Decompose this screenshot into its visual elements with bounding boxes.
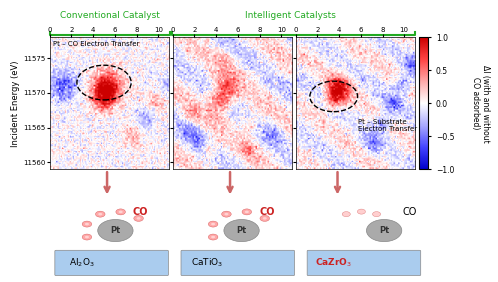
Text: CaTiO$_3$: CaTiO$_3$ (191, 257, 224, 269)
Text: Pt – Substrate
Electron Transfer: Pt – Substrate Electron Transfer (358, 119, 417, 132)
Circle shape (225, 213, 229, 215)
Text: Al$_2$O$_3$: Al$_2$O$_3$ (69, 257, 94, 269)
Circle shape (134, 215, 143, 221)
Circle shape (96, 211, 105, 217)
Circle shape (116, 209, 125, 215)
Text: Conventional Catalyst: Conventional Catalyst (60, 11, 160, 20)
Circle shape (85, 223, 89, 225)
Circle shape (242, 209, 251, 215)
Circle shape (373, 212, 380, 217)
FancyBboxPatch shape (181, 250, 294, 276)
Circle shape (358, 209, 366, 214)
Circle shape (82, 221, 92, 227)
Circle shape (119, 211, 123, 213)
Text: CO: CO (133, 207, 148, 217)
Text: CaZrO$_3$: CaZrO$_3$ (315, 257, 352, 269)
Text: Pt – CO Electron Transfer: Pt – CO Electron Transfer (53, 41, 140, 47)
Circle shape (211, 236, 215, 238)
Circle shape (208, 221, 218, 227)
Text: Intelligent Catalysts: Intelligent Catalysts (246, 11, 336, 20)
Circle shape (98, 213, 102, 215)
Y-axis label: ΔI (with and without
CO adsorbed): ΔI (with and without CO adsorbed) (471, 65, 491, 142)
Circle shape (260, 215, 269, 221)
Text: Energy Transfer (eV): Energy Transfer (eV) (182, 58, 282, 68)
Circle shape (98, 219, 133, 242)
Y-axis label: Incident Energy (eV): Incident Energy (eV) (11, 60, 20, 147)
Text: Pt: Pt (110, 226, 121, 235)
Circle shape (224, 219, 259, 242)
Circle shape (245, 211, 249, 213)
Text: CO: CO (259, 207, 274, 217)
Circle shape (82, 234, 92, 240)
Circle shape (85, 236, 89, 238)
Text: Pt: Pt (379, 226, 389, 235)
FancyBboxPatch shape (307, 250, 421, 276)
Circle shape (367, 219, 402, 242)
Circle shape (208, 234, 218, 240)
Circle shape (222, 211, 231, 217)
Circle shape (342, 212, 350, 217)
Circle shape (136, 217, 140, 220)
Text: Pt: Pt (237, 226, 247, 235)
FancyBboxPatch shape (55, 250, 168, 276)
Circle shape (211, 223, 215, 225)
Circle shape (263, 217, 267, 220)
Text: CO: CO (402, 207, 416, 217)
